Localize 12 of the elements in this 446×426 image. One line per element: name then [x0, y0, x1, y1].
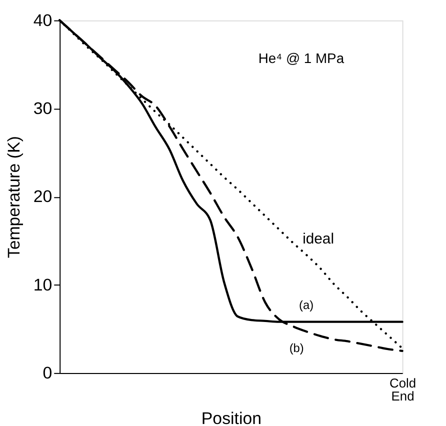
y-axis-title: Temperature (K): [4, 136, 24, 258]
annotation: He⁴ @ 1 MPa: [258, 50, 344, 66]
x-tick-label: Cold End: [390, 375, 416, 404]
y-tick-label: 20: [33, 187, 52, 206]
y-tick-label: 30: [33, 98, 52, 118]
x-axis-title: Position: [201, 409, 262, 426]
series-label: (a): [299, 298, 314, 312]
y-tick-label: 0: [42, 363, 52, 382]
series-label: (b): [289, 341, 304, 356]
series-label: ideal: [302, 231, 334, 248]
y-tick-label: 10: [33, 275, 52, 294]
y-tick-label: 40: [33, 10, 52, 30]
